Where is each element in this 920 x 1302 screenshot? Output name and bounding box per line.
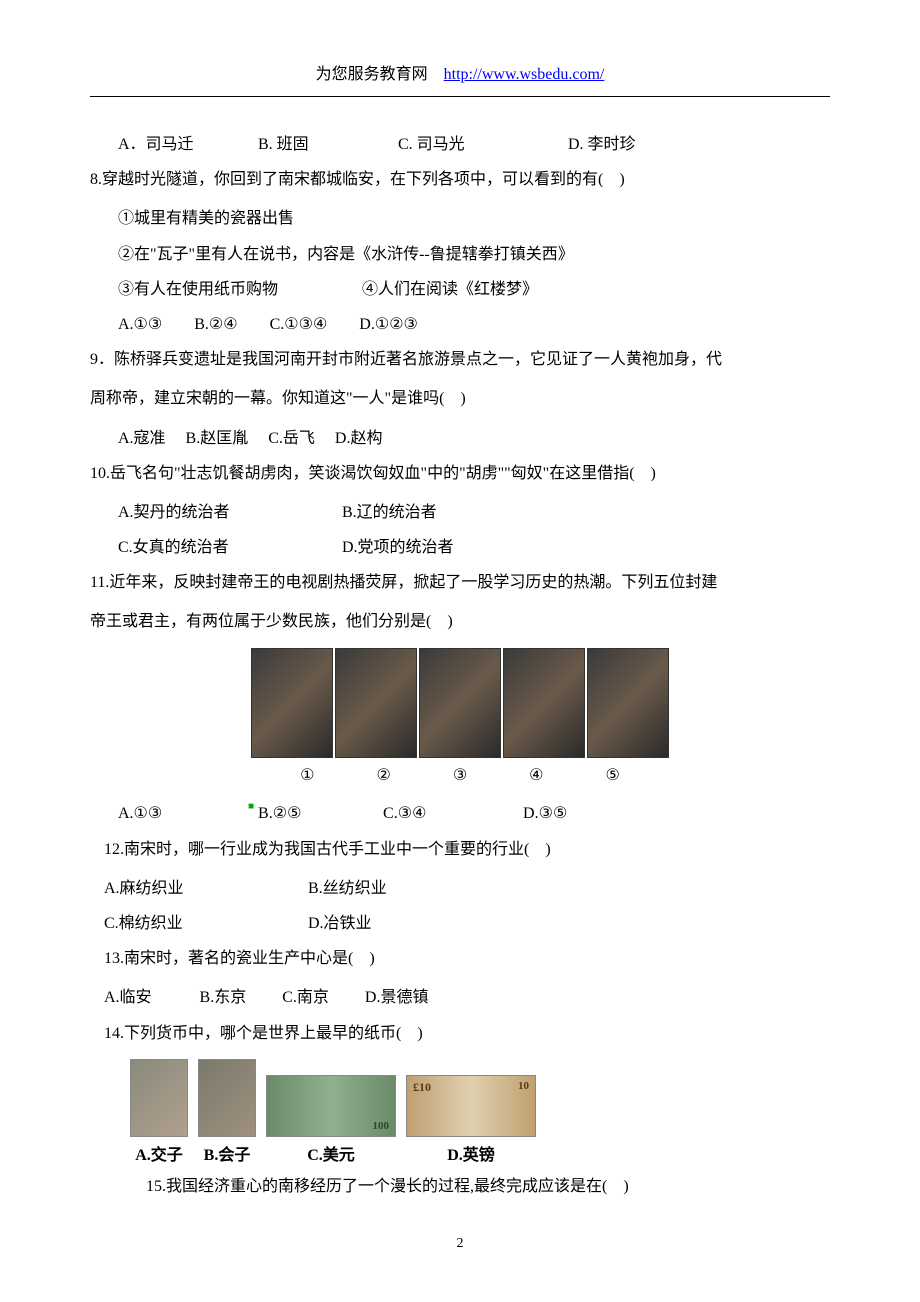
q10-opt-c: C.女真的统治者 [118,530,338,565]
q15-text: 15.我国经济重心的南移经历了一个漫长的过程,最终完成应该是在( ) [90,1169,830,1204]
q14-text: 14.下列货币中，哪个是世界上最早的纸币( ) [90,1016,830,1051]
q13-text: 13.南宋时，著名的瓷业生产中心是( ) [90,941,830,976]
page-header: 为您服务教育网 http://www.wsbedu.com/ [90,60,830,88]
dollar-label: C.美元 [266,1141,396,1165]
q11-opt-a: A.①③ [118,796,248,831]
movie-poster-5 [587,648,669,758]
jiaozi-label: A.交子 [130,1141,188,1165]
currency-dollar: C.美元 [266,1075,396,1165]
q11-num4: ④ [529,762,543,791]
q8-options: A.①③ B.②④ C.①③④ D.①②③ [90,307,830,342]
q10-row1: A.契丹的统治者 B.辽的统治者 [90,495,830,530]
q11-options: A.①③ ■ B.②⑤ C.③④ D.③⑤ [90,796,830,831]
site-url-link[interactable]: http://www.wsbedu.com/ [444,66,605,83]
huizi-image [198,1059,256,1137]
q12-text: 12.南宋时，哪一行业成为我国古代手工业中一个重要的行业( ) [90,832,830,867]
q8-sub3b: ④人们在阅读《红楼梦》 [362,281,538,298]
q10-row2: C.女真的统治者 D.党项的统治者 [90,530,830,565]
q11-line2: 帝王或君主，有两位属于少数民族，他们分别是( ) [90,604,830,639]
q8-text: 8.穿越时光隧道，你回到了南宋都城临安，在下列各项中，可以看到的有( ) [90,162,830,197]
q11-num3: ③ [453,762,467,791]
q12-row2: C.棉纺织业 D.冶铁业 [90,906,830,941]
jiaozi-image [130,1059,188,1137]
page-number: 2 [0,1236,920,1252]
q11-num2: ② [376,762,390,791]
q11-line1: 11.近年来，反映封建帝王的电视剧热播荧屏，掀起了一股学习历史的热潮。下列五位封… [90,565,830,600]
q11-num1: ① [300,762,314,791]
q13-options: A.临安 B.东京 C.南京 D.景德镇 [90,980,830,1015]
q8-sub2: ②在"瓦子"里有人在说书，内容是《水浒传--鲁提辖拳打镇关西》 [90,237,830,272]
currency-pound: D.英镑 [406,1075,536,1165]
q14-currency-row: A.交子 B.会子 C.美元 D.英镑 [130,1059,830,1165]
green-dot-icon: ■ [248,796,254,831]
q9-line2: 周称帝，建立宋朝的一幕。你知道这"一人"是谁吗( ) [90,381,830,416]
movie-poster-2 [335,648,417,758]
currency-jiaozi: A.交子 [130,1059,188,1165]
q10-opt-b: B.辽的统治者 [342,495,437,530]
q11-opt-c: C.③④ [383,796,523,831]
q10-text: 10.岳飞名句"壮志饥餐胡虏肉，笑谈渴饮匈奴血"中的"胡虏""匈奴"在这里借指(… [90,456,830,491]
header-underline [90,96,830,97]
q12-opt-b: B.丝纺织业 [308,871,387,906]
q8-sub3a: ③有人在使用纸币购物 [118,281,278,298]
q12-row1: A.麻纺织业 B.丝纺织业 [90,871,830,906]
q8-sub3: ③有人在使用纸币购物 ④人们在阅读《红楼梦》 [90,272,830,307]
q7-opt-c: C. 司马光 [398,127,568,162]
site-name: 为您服务教育网 [316,66,428,83]
q7-opt-a: A．司马迁 [118,127,258,162]
q9-options: A.寇准 B.赵匡胤 C.岳飞 D.赵构 [90,421,830,456]
q11-opt-b: B.②⑤ [258,796,383,831]
q12-opt-a: A.麻纺织业 [104,871,304,906]
q9-line1: 9．陈桥驿兵变遗址是我国河南开封市附近著名旅游景点之一，它见证了一人黄袍加身，代 [90,342,830,377]
q7-opt-d: D. 李时珍 [568,127,636,162]
currency-huizi: B.会子 [198,1059,256,1165]
movie-poster-4 [503,648,585,758]
q10-opt-d: D.党项的统治者 [342,530,454,565]
q11-number-row: ① ② ③ ④ ⑤ [90,762,830,791]
dollar-image [266,1075,396,1137]
q12-opt-d: D.冶铁业 [308,906,372,941]
q11-num5: ⑤ [606,762,620,791]
pound-image [406,1075,536,1137]
q12-opt-c: C.棉纺织业 [104,906,304,941]
movie-poster-1 [251,648,333,758]
huizi-label: B.会子 [198,1141,256,1165]
q11-opt-d: D.③⑤ [523,796,567,831]
movie-poster-3 [419,648,501,758]
q8-sub1: ①城里有精美的瓷器出售 [90,201,830,236]
pound-label: D.英镑 [406,1141,536,1165]
q7-options: A．司马迁 B. 班固 C. 司马光 D. 李时珍 [90,127,830,162]
q10-opt-a: A.契丹的统治者 [118,495,338,530]
q11-image-row [90,648,830,758]
q7-opt-b: B. 班固 [258,127,398,162]
